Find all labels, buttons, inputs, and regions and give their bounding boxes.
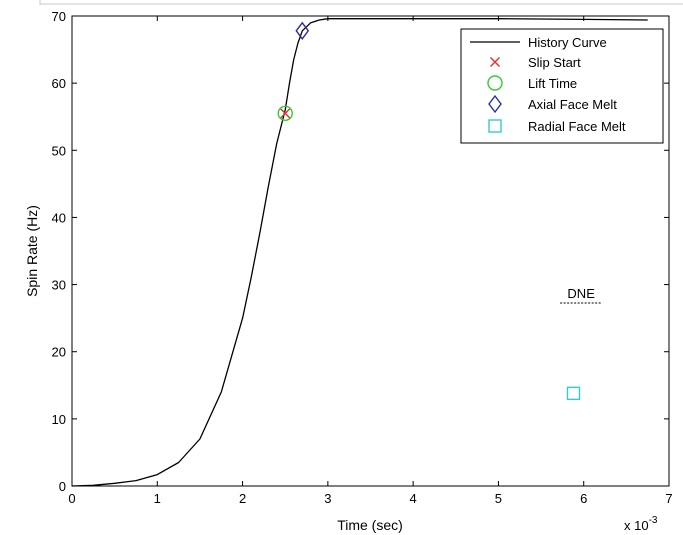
x-axis-multiplier: x 10-3	[624, 515, 658, 533]
x-tick-label: 1	[154, 491, 161, 506]
annotation-layer: DNE	[560, 286, 603, 304]
x-multiplier-base: x 10	[624, 518, 649, 533]
legend-label-slip: Slip Start	[528, 55, 581, 70]
y-tick-label: 30	[52, 278, 66, 293]
y-tick-label: 10	[52, 412, 66, 427]
diamond-data-marker	[295, 21, 310, 40]
y-tick-label: 0	[59, 479, 66, 494]
x-tick-label: 2	[239, 491, 246, 506]
y-axis-label: Spin Rate (Hz)	[24, 205, 40, 297]
x-tick-label: 4	[410, 491, 417, 506]
x-data-marker	[280, 108, 291, 119]
x-tick-label: 6	[580, 491, 587, 506]
square-data-marker	[566, 386, 581, 401]
legend-label-lift: Lift Time	[528, 76, 577, 91]
x-multiplier-exponent: -3	[649, 515, 658, 526]
legend-label-radial: Radial Face Melt	[528, 119, 626, 134]
legend-x-marker	[490, 57, 500, 67]
y-tick-label: 50	[52, 143, 66, 158]
x-tick-label: 0	[68, 491, 75, 506]
diamond-marker-icon	[488, 94, 502, 114]
series-layer	[71, 18, 648, 487]
dne-annotation: DNE	[567, 286, 595, 301]
x-tick-label: 5	[495, 491, 502, 506]
y-tick-label: 70	[52, 9, 66, 24]
legend-diamond-marker	[488, 94, 502, 114]
y-tick-label: 40	[52, 210, 66, 225]
legend-box	[460, 28, 664, 144]
y-axis-ticks: 0 10 20 30 40 50 60 70	[52, 9, 669, 494]
legend-circle-marker	[487, 75, 503, 91]
x-tick-label: 3	[324, 491, 331, 506]
x-marker-icon	[490, 57, 500, 67]
square-marker-icon	[488, 119, 502, 133]
history-curve-line	[71, 18, 648, 487]
legend-label-history: History Curve	[528, 35, 607, 50]
legend-square-marker	[488, 119, 502, 133]
circle-marker-icon	[487, 75, 503, 91]
y-tick-label: 20	[52, 345, 66, 360]
x-axis-label: Time (sec)	[337, 517, 403, 533]
x-tick-label: 7	[665, 491, 672, 506]
x-axis-ticks: 0 1 2 3 4 5 6 7	[68, 16, 673, 506]
legend-label-axial: Axial Face Melt	[528, 97, 617, 112]
legend: History Curve Slip Start Lift Time Axial…	[460, 28, 664, 144]
y-tick-label: 60	[52, 76, 66, 91]
circle-data-marker	[277, 105, 293, 122]
